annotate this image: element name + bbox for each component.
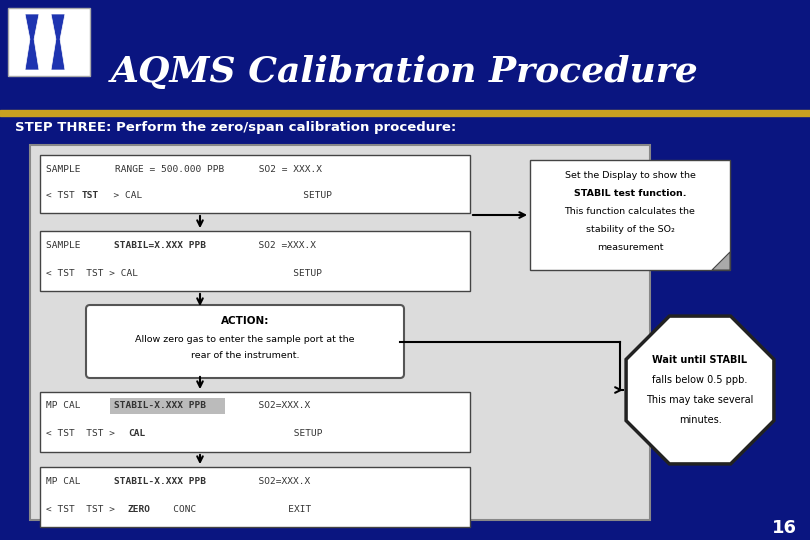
Bar (40, 392, 470, 452)
Text: Set the Display to show the: Set the Display to show the (565, 172, 696, 180)
Text: ZERO: ZERO (128, 504, 151, 514)
Bar (530, 160, 730, 270)
Text: This may take several: This may take several (646, 395, 753, 405)
Polygon shape (25, 14, 39, 70)
Text: Allow zero gas to enter the sample port at the: Allow zero gas to enter the sample port … (135, 334, 355, 343)
Text: minutes.: minutes. (679, 415, 722, 425)
Text: SAMPLE: SAMPLE (46, 240, 115, 249)
Text: STABIL=X.XXX PPB: STABIL=X.XXX PPB (114, 240, 206, 249)
Text: 16: 16 (772, 519, 797, 537)
Text: SAMPLE      RANGE = 500.000 PPB      SO2 = XXX.X: SAMPLE RANGE = 500.000 PPB SO2 = XXX.X (46, 165, 322, 173)
Text: SO2 =XXX.X: SO2 =XXX.X (224, 240, 316, 249)
Text: stability of the SO₂: stability of the SO₂ (586, 226, 675, 234)
Text: STABIL-X.XXX PPB: STABIL-X.XXX PPB (114, 476, 206, 485)
Text: SETUP: SETUP (150, 429, 322, 438)
Text: MP CAL: MP CAL (46, 476, 115, 485)
Polygon shape (51, 14, 65, 70)
Text: SO2=XXX.X: SO2=XXX.X (224, 476, 310, 485)
Bar (8, 8, 90, 76)
Polygon shape (712, 252, 730, 270)
Text: STABIL-X.XXX PPB: STABIL-X.XXX PPB (114, 402, 206, 410)
Text: > CAL                            SETUP: > CAL SETUP (102, 191, 332, 199)
Text: < TST: < TST (46, 191, 86, 199)
Text: falls below 0.5 ppb.: falls below 0.5 ppb. (652, 375, 748, 385)
Bar (30, 145, 650, 520)
Text: This function calculates the: This function calculates the (565, 207, 696, 217)
Text: rear of the instrument.: rear of the instrument. (190, 350, 299, 360)
Text: STABIL test function.: STABIL test function. (573, 190, 686, 199)
Bar (40, 231, 470, 291)
Text: < TST  TST >: < TST TST > (46, 504, 121, 514)
Text: CAL: CAL (128, 429, 145, 438)
Bar (110, 398, 225, 414)
FancyBboxPatch shape (86, 305, 404, 378)
Bar (40, 155, 470, 213)
Bar (0, 110, 810, 116)
Text: < TST  TST >: < TST TST > (46, 429, 121, 438)
Text: < TST  TST > CAL                           SETUP: < TST TST > CAL SETUP (46, 268, 322, 278)
Text: TST: TST (82, 191, 100, 199)
Text: SO2=XXX.X: SO2=XXX.X (224, 402, 310, 410)
Text: AQMS Calibration Procedure: AQMS Calibration Procedure (111, 55, 699, 89)
Text: measurement: measurement (597, 244, 663, 253)
Text: Wait until STABIL: Wait until STABIL (652, 355, 748, 365)
Text: ACTION:: ACTION: (221, 316, 269, 326)
Text: MP CAL: MP CAL (46, 402, 115, 410)
Bar (40, 467, 470, 527)
Text: CONC                EXIT: CONC EXIT (156, 504, 311, 514)
Polygon shape (626, 316, 774, 464)
Text: STEP THREE: Perform the zero/span calibration procedure:: STEP THREE: Perform the zero/span calibr… (15, 122, 456, 134)
